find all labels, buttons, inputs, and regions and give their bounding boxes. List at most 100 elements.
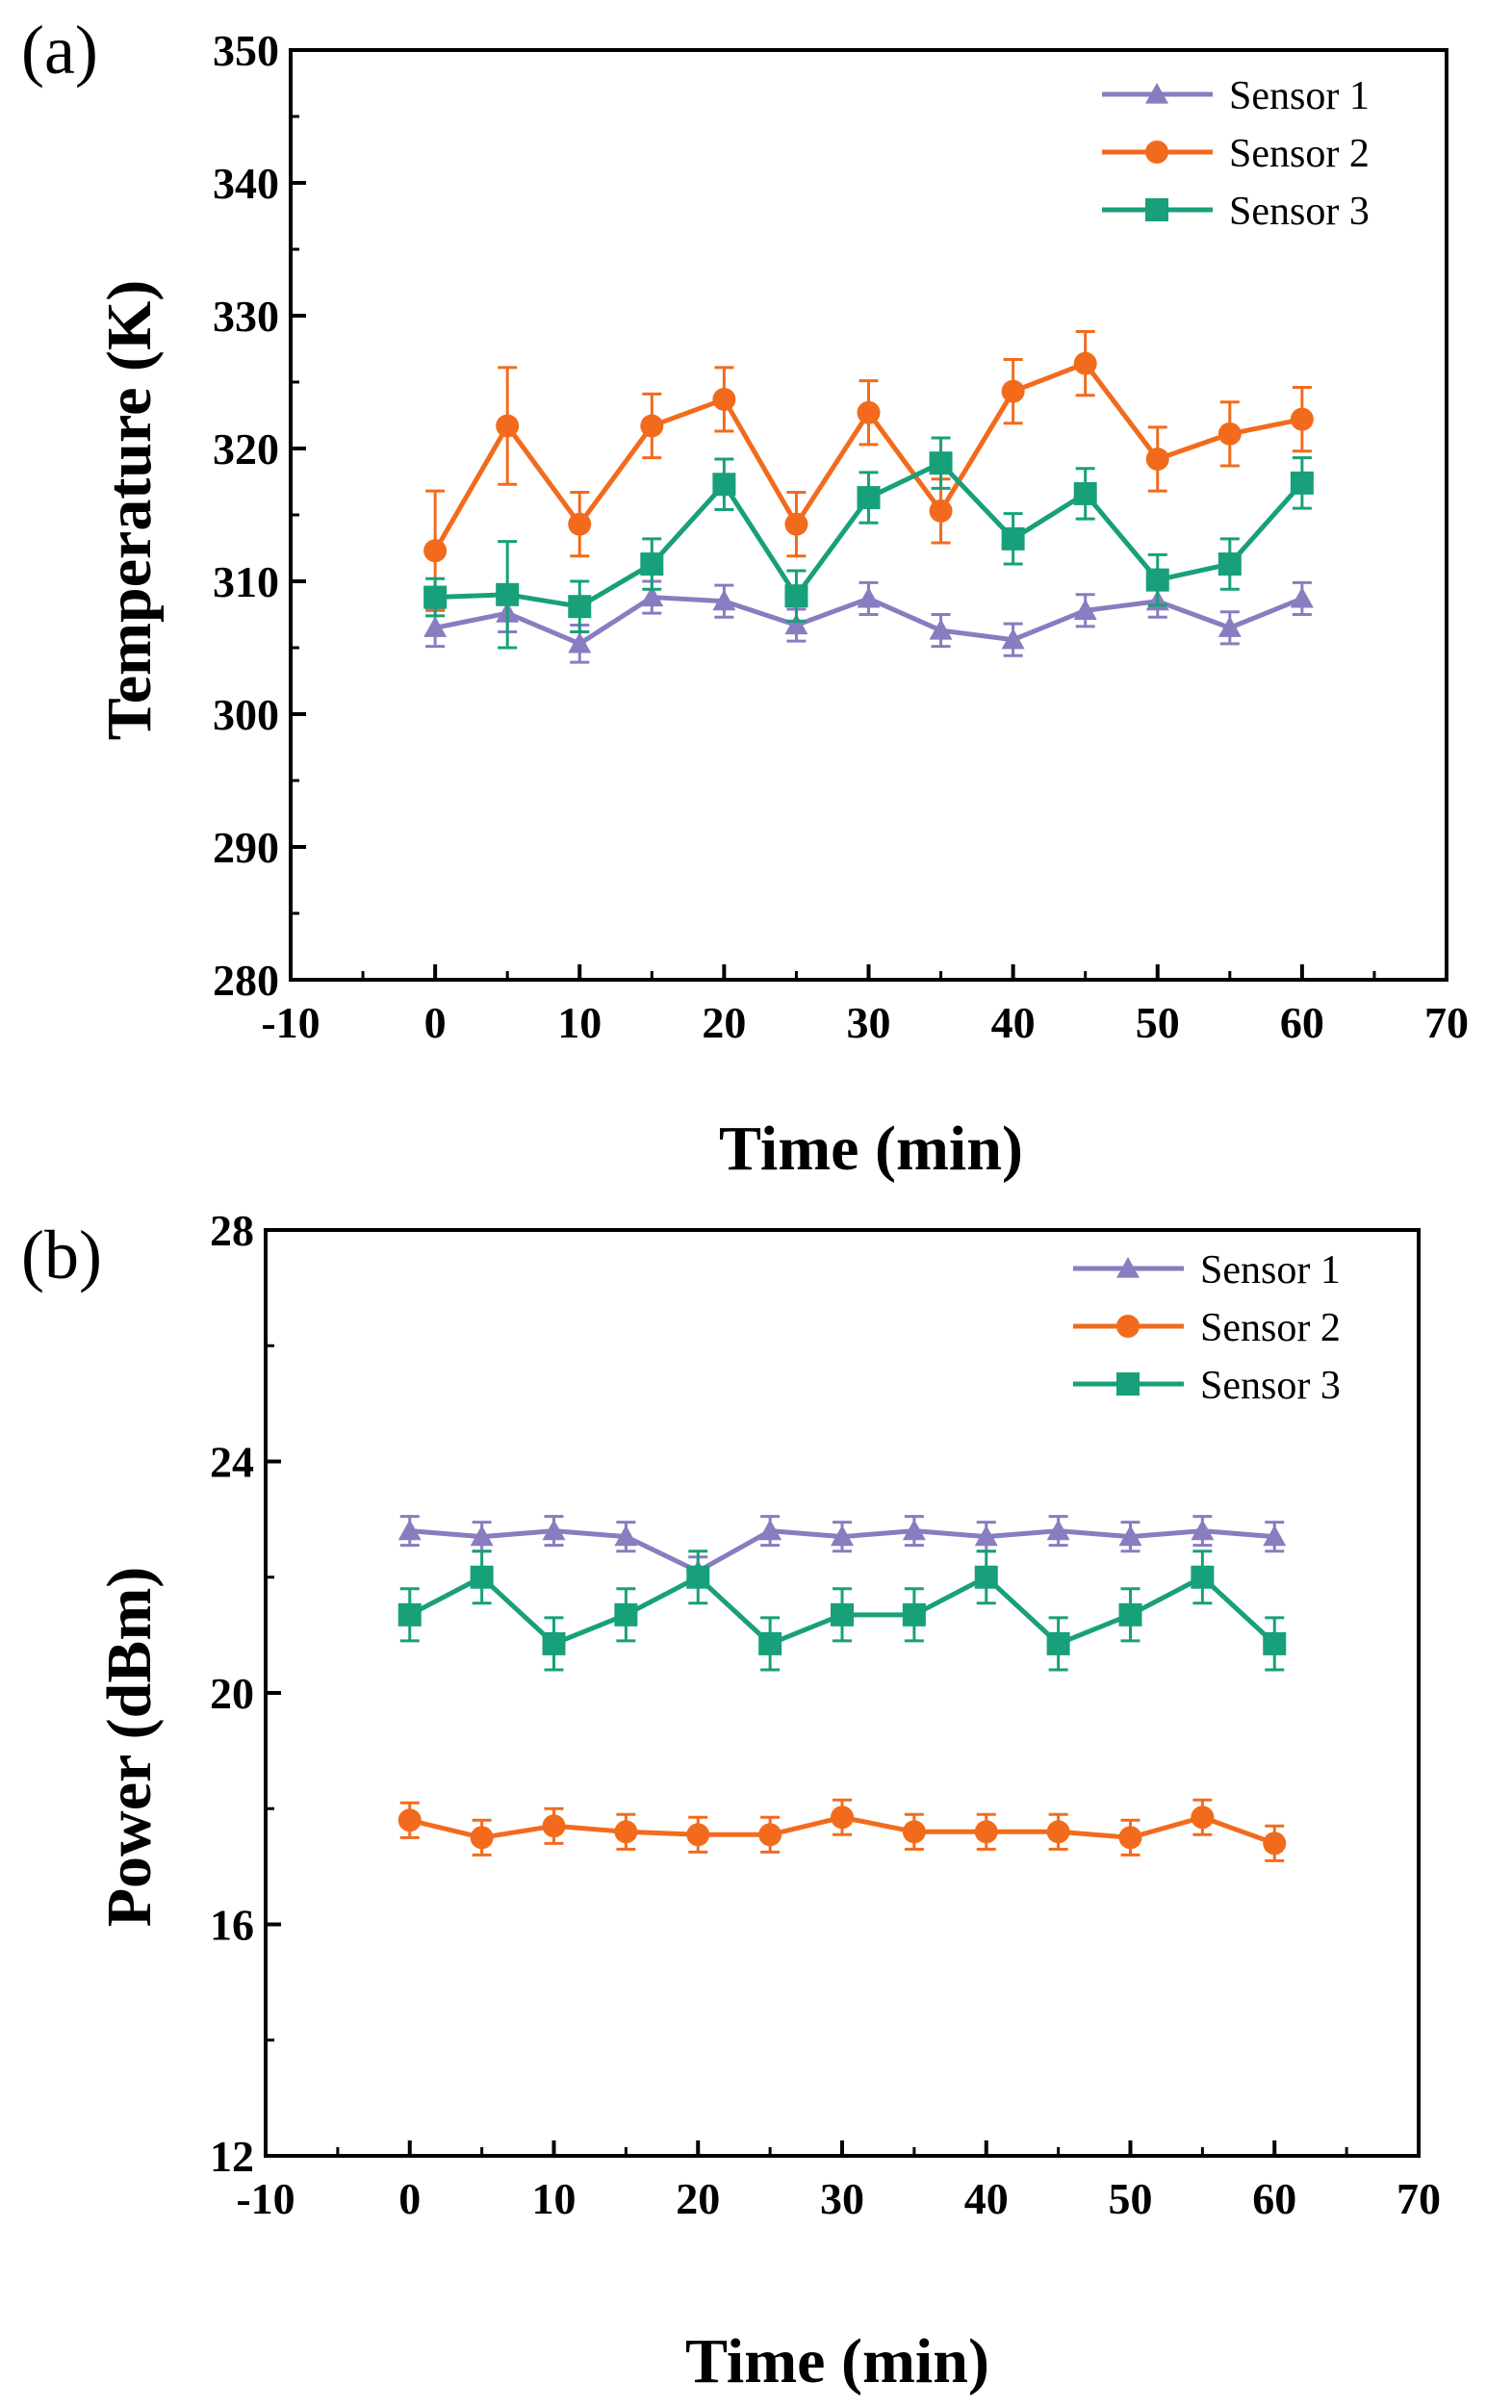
series-sensor-3 bbox=[423, 436, 1314, 650]
data-point-square bbox=[542, 1631, 566, 1655]
x-tick-label: 30 bbox=[847, 998, 891, 1047]
legend-label: Sensor 3 bbox=[1229, 190, 1370, 234]
x-tick-label: 0 bbox=[398, 2174, 421, 2223]
x-tick-label: 0 bbox=[424, 998, 447, 1047]
data-point-triangle bbox=[470, 1524, 494, 1547]
data-point-triangle bbox=[423, 616, 448, 637]
data-point-circle bbox=[974, 1820, 998, 1844]
data-point-square bbox=[1046, 1631, 1070, 1655]
legend-marker-circle bbox=[1145, 141, 1168, 164]
data-point-circle bbox=[712, 387, 736, 411]
x-tick-label: 50 bbox=[1109, 2174, 1153, 2223]
legend-marker-triangle bbox=[1145, 83, 1168, 104]
data-point-square bbox=[902, 1602, 926, 1627]
data-point-circle bbox=[1001, 379, 1025, 403]
data-point-circle bbox=[758, 1823, 782, 1847]
x-tick-label: 50 bbox=[1136, 998, 1180, 1047]
data-point-triangle bbox=[784, 613, 808, 635]
data-point-square bbox=[686, 1565, 710, 1589]
data-point-square bbox=[784, 584, 808, 608]
data-point-triangle bbox=[568, 631, 592, 653]
x-tick-label: 10 bbox=[532, 2174, 577, 2223]
data-point-square bbox=[640, 552, 664, 576]
data-point-square bbox=[1263, 1631, 1287, 1655]
x-tick-label: 70 bbox=[1424, 998, 1469, 1047]
data-point-square bbox=[397, 1602, 422, 1627]
y-tick-label: 24 bbox=[210, 1438, 254, 1487]
data-point-square bbox=[568, 595, 592, 619]
data-point-triangle bbox=[542, 1519, 566, 1541]
data-point-triangle bbox=[1118, 1524, 1142, 1547]
y-tick-label: 20 bbox=[210, 1669, 254, 1718]
data-point-triangle bbox=[929, 619, 953, 640]
legend-label: Sensor 2 bbox=[1200, 1306, 1341, 1350]
x-tick-label: 60 bbox=[1280, 998, 1324, 1047]
legend-marker-square bbox=[1145, 198, 1168, 221]
data-point-square bbox=[1290, 471, 1314, 495]
x-tick-label: -10 bbox=[236, 2174, 295, 2223]
data-point-triangle bbox=[397, 1519, 422, 1541]
data-point-circle bbox=[568, 512, 592, 536]
x-tick-label: 40 bbox=[991, 998, 1036, 1047]
y-tick-label: 28 bbox=[210, 1206, 254, 1255]
series-sensor-1 bbox=[423, 579, 1314, 664]
data-point-triangle bbox=[1290, 586, 1314, 608]
legend-marker-square bbox=[1116, 1372, 1140, 1396]
data-point-circle bbox=[1145, 448, 1169, 472]
data-point-triangle bbox=[857, 586, 881, 608]
data-point-square bbox=[974, 1565, 998, 1589]
legend-label: Sensor 2 bbox=[1229, 132, 1370, 176]
panel-b-power-chart: (b) Time (min) Power (dBm) -10 0 10 20 30 40 5… bbox=[21, 1206, 1441, 2396]
y-tick-label: 290 bbox=[213, 823, 279, 872]
data-point-circle bbox=[1290, 407, 1314, 431]
data-point-triangle bbox=[1046, 1519, 1070, 1541]
data-point-square bbox=[712, 473, 736, 497]
data-point-triangle bbox=[640, 585, 664, 607]
data-point-square bbox=[1191, 1565, 1215, 1589]
panel-a-legend: Sensor 1 Sensor 2 Sensor 3 bbox=[1102, 74, 1370, 234]
x-tick-label: 20 bbox=[676, 2174, 720, 2223]
data-point-circle bbox=[857, 400, 881, 424]
y-tick-label: 320 bbox=[213, 424, 279, 474]
y-tick-label: 300 bbox=[213, 690, 279, 739]
data-point-square bbox=[1001, 526, 1025, 551]
x-tick-label: 60 bbox=[1252, 2174, 1296, 2223]
y-tick-label: 280 bbox=[213, 956, 279, 1005]
x-tick-label: 40 bbox=[964, 2174, 1009, 2223]
series-sensor-3 bbox=[397, 1550, 1287, 1672]
data-point-triangle bbox=[758, 1519, 782, 1541]
legend-marker-circle bbox=[1116, 1315, 1140, 1338]
data-point-circle bbox=[1046, 1820, 1070, 1844]
legend-label: Sensor 1 bbox=[1229, 74, 1370, 118]
data-point-circle bbox=[929, 499, 953, 523]
y-tick-label: 16 bbox=[210, 1901, 254, 1950]
data-point-circle bbox=[496, 414, 520, 438]
x-tick-label: 30 bbox=[820, 2174, 864, 2223]
data-point-circle bbox=[542, 1814, 566, 1838]
panel-a-temperature-chart: (a) Time (min) Temperature (K) -10 0 10 20 3… bbox=[21, 12, 1469, 1184]
data-point-circle bbox=[640, 414, 664, 438]
data-point-triangle bbox=[974, 1524, 998, 1547]
data-point-circle bbox=[470, 1826, 494, 1850]
data-point-square bbox=[1145, 568, 1169, 592]
panel-b-x-axis-title: Time (min) bbox=[685, 2326, 989, 2396]
panel-a-x-axis-title: Time (min) bbox=[719, 1114, 1023, 1184]
data-point-square bbox=[1217, 552, 1242, 576]
panel-a-ticks: -10 0 10 20 30 40 50 60 70 280 290 300 310 320 330 340 3… bbox=[213, 26, 1469, 1047]
data-point-triangle bbox=[831, 1524, 854, 1547]
panel-a-label: (a) bbox=[21, 12, 98, 89]
data-point-triangle bbox=[1191, 1519, 1215, 1541]
data-point-circle bbox=[1073, 351, 1097, 375]
data-point-square bbox=[1118, 1602, 1142, 1627]
data-point-circle bbox=[831, 1806, 854, 1830]
data-point-triangle bbox=[1217, 616, 1242, 637]
data-point-triangle bbox=[1073, 599, 1097, 620]
panel-b-legend: Sensor 1 Sensor 2 Sensor 3 bbox=[1073, 1248, 1341, 1408]
x-tick-label: 10 bbox=[557, 998, 602, 1047]
x-tick-label: 70 bbox=[1397, 2174, 1441, 2223]
data-point-square bbox=[496, 582, 520, 606]
legend-marker-triangle bbox=[1116, 1257, 1140, 1278]
y-tick-label: 330 bbox=[213, 292, 279, 341]
data-point-triangle bbox=[1263, 1524, 1287, 1547]
panel-a-plot-frame bbox=[289, 48, 1448, 982]
